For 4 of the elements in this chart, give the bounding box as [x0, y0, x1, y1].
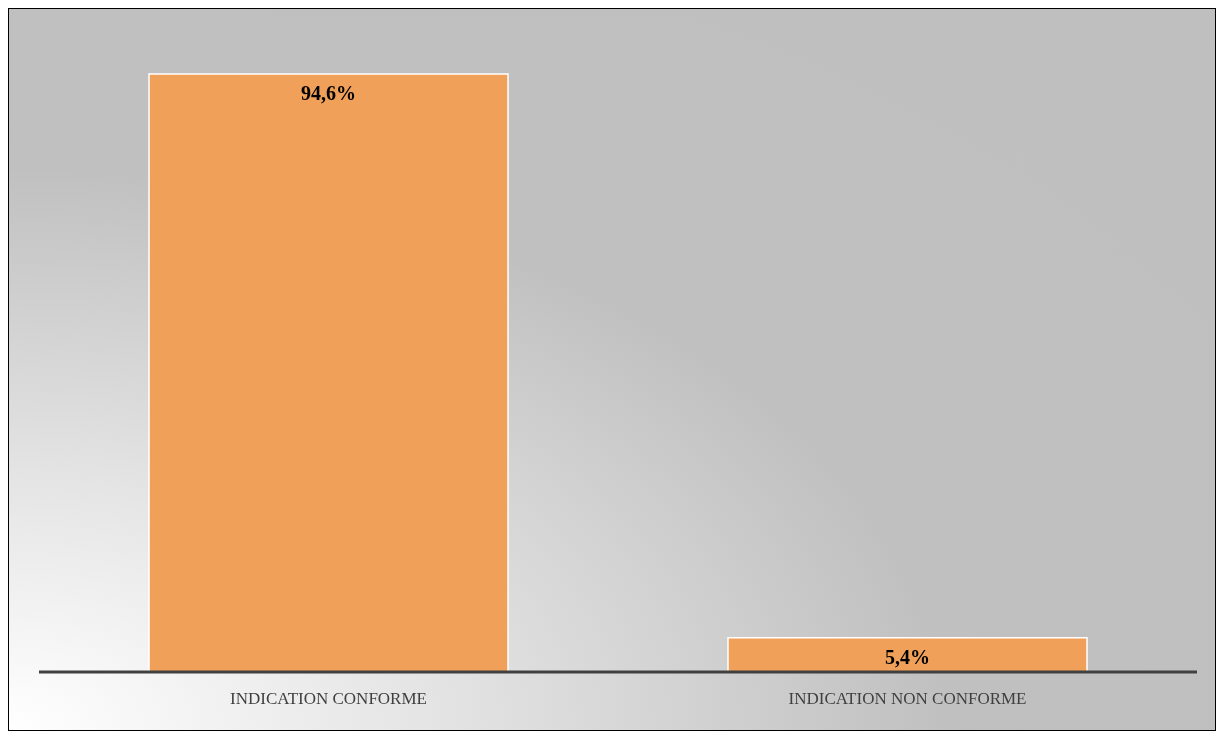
data-label: 94,6% [301, 82, 357, 105]
data-label: 5,4% [885, 646, 931, 669]
x-tick-label: INDICATION NON CONFORME [788, 689, 1027, 709]
x-tick-label: INDICATION CONFORME [230, 689, 427, 709]
